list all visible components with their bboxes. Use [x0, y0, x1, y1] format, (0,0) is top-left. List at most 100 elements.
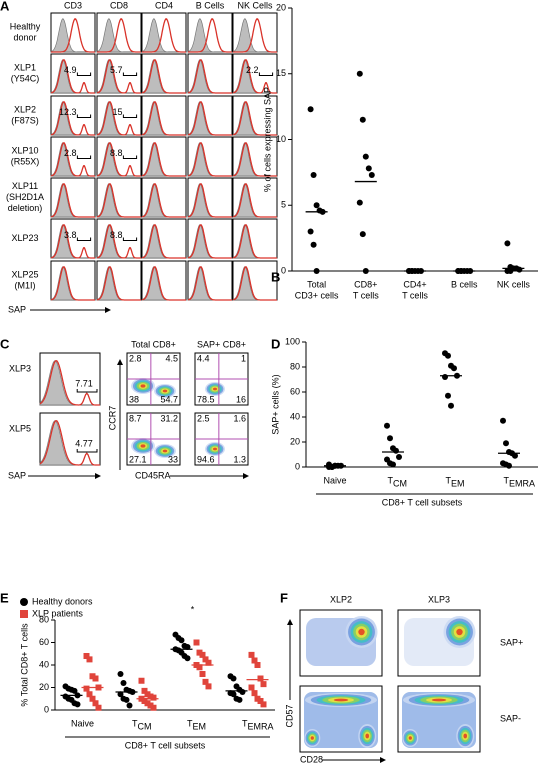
density-level: [162, 449, 168, 453]
quadrant-value: 4.5: [165, 353, 178, 363]
sap-histogram: [187, 224, 232, 259]
gate-value: 12.3: [59, 107, 77, 117]
data-point: [257, 675, 264, 682]
data-point: [83, 653, 90, 659]
y-tick-label: 100: [285, 336, 300, 346]
x-tick-label-sub: CM: [393, 478, 407, 488]
data-point: [512, 452, 518, 459]
data-point: [230, 675, 237, 682]
y-tick-label: 40: [290, 411, 300, 421]
y-tick-label: 0: [295, 461, 300, 471]
row-label: XLP23: [11, 233, 38, 243]
significance: *: [191, 604, 195, 614]
sap-histogram: [232, 101, 277, 136]
density-level: [333, 698, 349, 702]
y-tick-label: 15: [276, 68, 286, 78]
quadrant-value: 54.7: [160, 394, 178, 404]
data-point: [445, 352, 451, 359]
data-point: [390, 461, 396, 468]
sap-histogram: [97, 18, 141, 53]
data-point: [356, 70, 363, 77]
density-level: [431, 698, 447, 702]
gate: [76, 155, 92, 159]
sap-histogram: [96, 59, 141, 94]
sap-histogram: [96, 101, 141, 136]
column-header: CD3: [64, 0, 82, 10]
row-label: (M1I): [15, 280, 36, 290]
column-header: NK Cells: [237, 0, 273, 10]
gate-value: 4.9: [64, 65, 77, 75]
y-axis-label: SAP+ cells (%): [270, 374, 280, 434]
quadrant-value: 38: [129, 394, 139, 404]
x-tick-label: T: [242, 718, 248, 728]
quadrant-value: 94.6: [197, 454, 215, 464]
data-point: [83, 685, 90, 692]
x-axis-label: CD8+ T cell subsets: [125, 740, 206, 750]
row-label: XLP11: [12, 181, 38, 191]
data-point: [362, 153, 369, 160]
quadrant-value: 4.4: [197, 353, 210, 363]
row-label: (SH2D1A: [6, 192, 44, 202]
x-tick-label-sub: EM: [193, 721, 207, 731]
sample-label: XLP3: [9, 363, 31, 373]
data-point: [123, 696, 130, 703]
data-point: [260, 701, 267, 708]
sap-histogram: [96, 183, 141, 218]
row-label: XLP10: [11, 145, 38, 155]
x-tick-label: CD8+: [354, 279, 377, 289]
data-point: [448, 402, 454, 409]
row-label: (Y54C): [11, 73, 40, 83]
control-histogram: [39, 360, 100, 406]
panel-label: A: [0, 0, 10, 13]
data-point: [445, 392, 451, 399]
x-tick-label: CD3+ cells: [295, 290, 339, 300]
data-point: [313, 202, 320, 209]
quadrant-value: 33: [168, 454, 178, 464]
data-point: [230, 691, 237, 698]
data-point: [507, 268, 514, 274]
x-tick-label: T: [132, 718, 138, 728]
y-tick-label: 20: [276, 2, 286, 12]
sap-histogram: [232, 266, 277, 301]
density-level: [456, 628, 463, 636]
data-point: [202, 678, 209, 685]
row-label: Healthy: [10, 21, 41, 31]
sap-histogram: [188, 18, 232, 53]
x-axis-label: SAP: [8, 470, 26, 480]
data-point: [92, 700, 99, 707]
data-point: [313, 268, 320, 274]
data-point: [396, 454, 402, 460]
x-axis-label: SAP: [8, 304, 26, 314]
sap-histogram: [187, 101, 232, 136]
column-header: CD8: [110, 0, 128, 10]
sap-histogram: [141, 142, 186, 177]
data-point: [150, 704, 157, 711]
data-point: [251, 657, 258, 664]
gate-value: 7.71: [75, 378, 93, 388]
x-tick-label: T: [504, 475, 510, 485]
gate: [76, 72, 92, 76]
sap-histogram: [50, 183, 95, 218]
sap-histogram: [232, 183, 277, 218]
data-point: [150, 694, 157, 701]
x-axis-label: CD28: [300, 754, 323, 764]
legend-marker: [20, 598, 28, 606]
data-point: [199, 671, 206, 677]
row-label: donor: [13, 32, 36, 42]
gate: [76, 389, 98, 393]
data-point: [248, 651, 255, 658]
density-level: [213, 447, 217, 451]
x-tick-label-sub: CM: [138, 721, 152, 731]
density-level: [408, 736, 412, 740]
sap-histogram: [187, 59, 232, 94]
density-level: [140, 444, 146, 448]
gate-value: 2.8: [64, 148, 77, 158]
row-label: deletion): [8, 203, 43, 213]
y-tick-label: 5: [281, 200, 286, 210]
sap-histogram: [39, 420, 100, 466]
data-point: [141, 687, 148, 694]
y-tick-label: 80: [290, 361, 300, 371]
gate-value: 15: [113, 107, 123, 117]
data-point: [307, 228, 314, 235]
data-point: [138, 677, 145, 684]
